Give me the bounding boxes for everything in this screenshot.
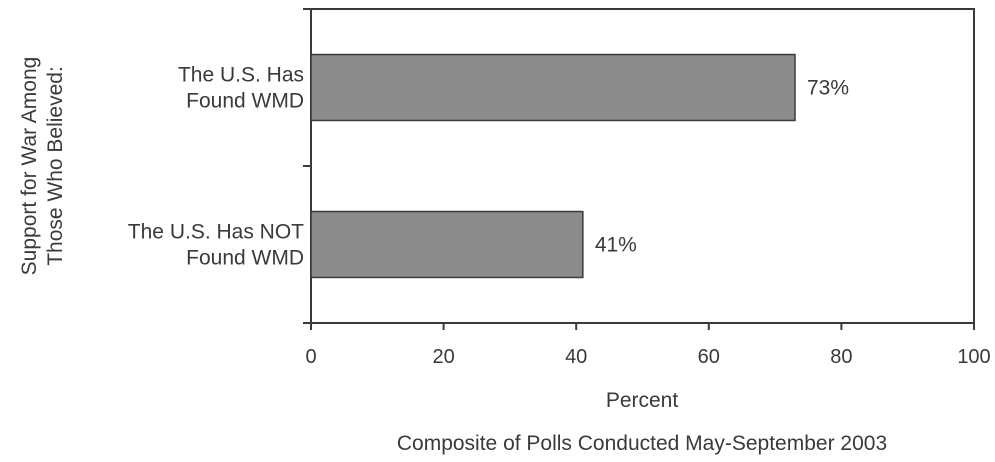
x-tick-label-5: 100 [957, 346, 990, 368]
chart-note: Composite of Polls Conducted May-Septemb… [397, 432, 887, 455]
x-tick-label-3: 60 [698, 346, 720, 368]
x-tick-label-2: 40 [565, 346, 587, 368]
x-tick-label-4: 80 [830, 346, 852, 368]
x-axis-title: Percent [606, 389, 679, 412]
bar-0 [310, 53, 796, 122]
category-label-1-line-0: The U.S. Has NOT [128, 221, 304, 244]
category-label-1-line-1: Found WMD [186, 247, 304, 270]
x-tick-label-1: 20 [432, 346, 454, 368]
y-axis-title-line-1: Support for War Among [18, 57, 41, 276]
x-tick-label-0: 0 [305, 346, 316, 368]
category-label-0-line-0: The U.S. Has [178, 64, 304, 87]
category-label-0-line-1: Found WMD [186, 90, 304, 113]
data-label-0: 73% [807, 77, 849, 100]
data-label-1: 41% [595, 234, 637, 257]
bar-1 [310, 210, 584, 279]
y-axis-title-line-2: Those Who Believed: [44, 66, 67, 266]
